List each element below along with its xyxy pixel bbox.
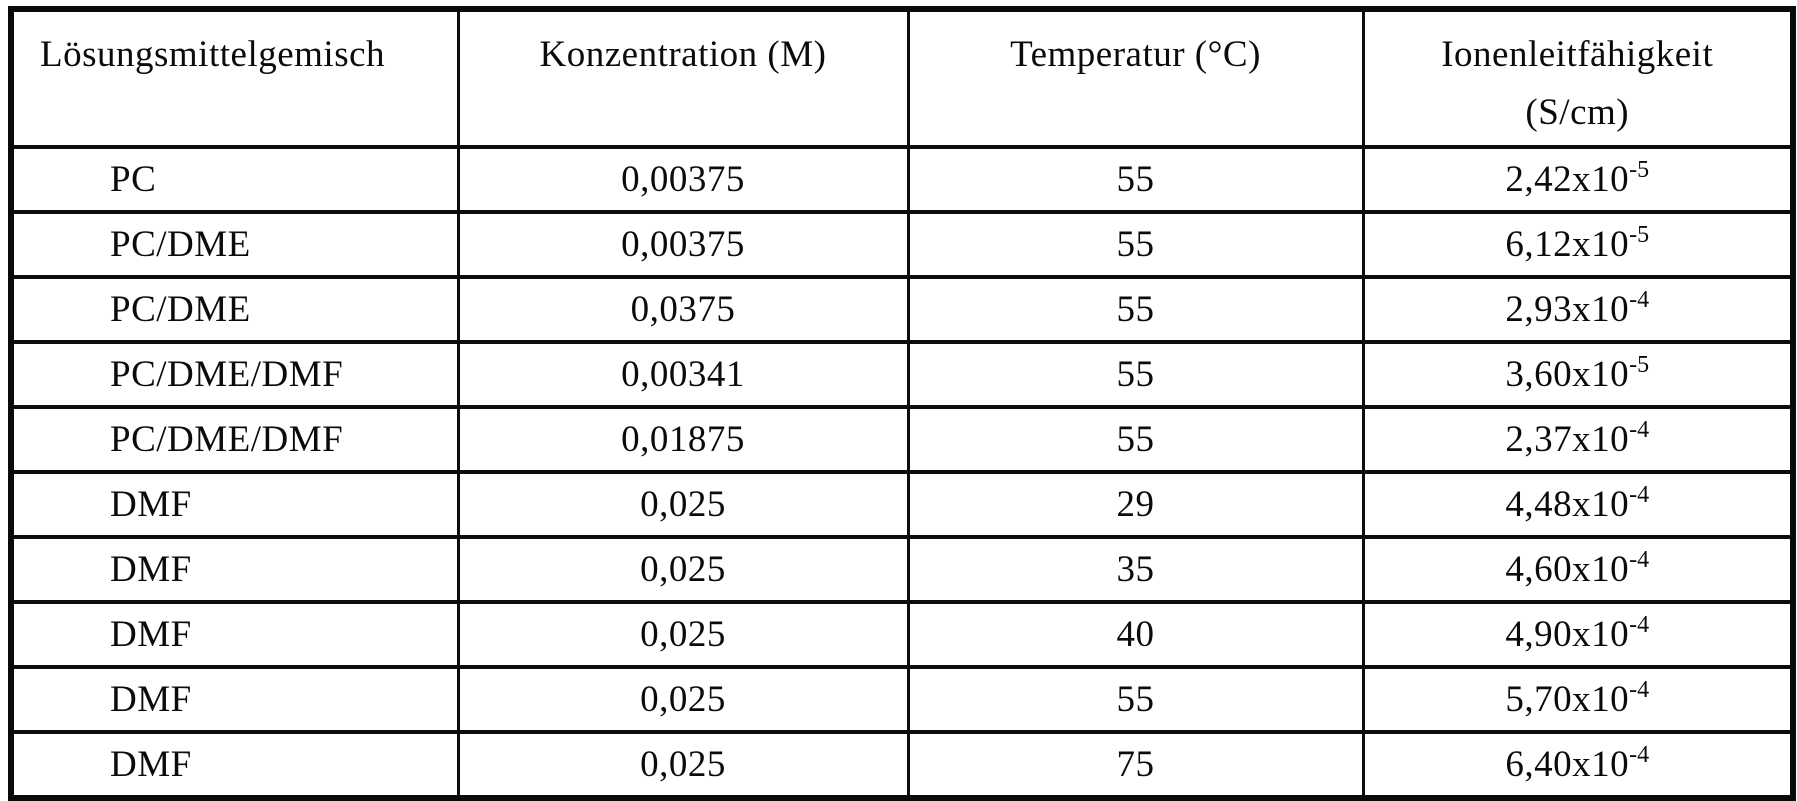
solvent-cell: DMF (9, 535, 460, 604)
concentration-cell: 0,0375 (456, 275, 910, 344)
temperature-cell: 40 (906, 600, 1365, 669)
temperature-cell: 35 (906, 535, 1365, 604)
conductivity-exponent: -4 (1629, 547, 1650, 573)
conductivity-mantissa: 5,70x10 (1505, 679, 1630, 720)
conductivity-cell: 6,12x10-5 (1361, 210, 1795, 279)
table-row: PC/DME 0,0375 55 2,93x10-4 (9, 275, 1795, 344)
measurement-table: Lösungsmittelgemisch Konzentration (M) T… (8, 6, 1796, 801)
conductivity-cell: 2,42x10-5 (1361, 145, 1795, 214)
conductivity-cell: 4,60x10-4 (1361, 535, 1795, 604)
concentration-cell: 0,01875 (456, 405, 910, 474)
conductivity-mantissa: 4,90x10 (1505, 614, 1630, 655)
conductivity-cell: 2,37x10-4 (1361, 405, 1795, 474)
conductivity-mantissa: 6,12x10 (1505, 224, 1630, 265)
conductivity-mantissa: 2,37x10 (1505, 419, 1630, 460)
header-ionic-conductivity-line1: Ionenleitfähigkeit (1441, 34, 1714, 75)
conductivity-exponent: -4 (1629, 417, 1650, 443)
conductivity-exponent: -5 (1629, 352, 1650, 378)
table-row: PC/DME/DMF 0,01875 55 2,37x10-4 (9, 405, 1795, 474)
table-row: PC 0,00375 55 2,42x10-5 (9, 145, 1795, 214)
conductivity-exponent: -5 (1629, 222, 1650, 248)
conductivity-cell: 4,48x10-4 (1361, 470, 1795, 539)
temperature-cell: 75 (906, 730, 1365, 800)
conductivity-exponent: -4 (1629, 287, 1650, 313)
temperature-cell: 29 (906, 470, 1365, 539)
concentration-cell: 0,00341 (456, 340, 910, 409)
temperature-cell: 55 (906, 210, 1365, 279)
concentration-cell: 0,025 (456, 730, 910, 800)
solvent-cell: PC/DME (9, 210, 460, 279)
conductivity-mantissa: 2,93x10 (1505, 289, 1630, 330)
scanned-document-page: Lösungsmittelgemisch Konzentration (M) T… (8, 6, 1796, 801)
solvent-cell: PC (9, 145, 460, 214)
concentration-cell: 0,025 (456, 665, 910, 734)
conductivity-exponent: -4 (1629, 612, 1650, 638)
table-row: DMF 0,025 75 6,40x10-4 (9, 730, 1795, 800)
conductivity-cell: 4,90x10-4 (1361, 600, 1795, 669)
table-row: PC/DME/DMF 0,00341 55 3,60x10-5 (9, 340, 1795, 409)
conductivity-exponent: -4 (1629, 677, 1650, 703)
concentration-cell: 0,025 (456, 535, 910, 604)
table-header-row: Lösungsmittelgemisch Konzentration (M) T… (9, 7, 1795, 149)
temperature-cell: 55 (906, 145, 1365, 214)
conductivity-exponent: -4 (1629, 482, 1650, 508)
conductivity-cell: 3,60x10-5 (1361, 340, 1795, 409)
conductivity-mantissa: 3,60x10 (1505, 354, 1630, 395)
solvent-cell: DMF (9, 665, 460, 734)
conductivity-exponent: -4 (1629, 742, 1650, 768)
table-row: DMF 0,025 40 4,90x10-4 (9, 600, 1795, 669)
temperature-cell: 55 (906, 340, 1365, 409)
concentration-cell: 0,025 (456, 470, 910, 539)
conductivity-mantissa: 4,60x10 (1505, 549, 1630, 590)
table-row: DMF 0,025 55 5,70x10-4 (9, 665, 1795, 734)
solvent-cell: DMF (9, 730, 460, 800)
header-solvent-mixture: Lösungsmittelgemisch (9, 7, 460, 149)
solvent-cell: PC/DME (9, 275, 460, 344)
header-ionic-conductivity: Ionenleitfähigkeit (S/cm) (1361, 7, 1795, 149)
header-ionic-conductivity-line2: (S/cm) (1525, 92, 1630, 133)
solvent-cell: DMF (9, 600, 460, 669)
conductivity-mantissa: 2,42x10 (1505, 159, 1630, 200)
conductivity-mantissa: 6,40x10 (1505, 744, 1630, 785)
conductivity-mantissa: 4,48x10 (1505, 484, 1630, 525)
table-row: DMF 0,025 35 4,60x10-4 (9, 535, 1795, 604)
conductivity-exponent: -5 (1629, 157, 1650, 183)
solvent-cell: PC/DME/DMF (9, 340, 460, 409)
table-row: DMF 0,025 29 4,48x10-4 (9, 470, 1795, 539)
conductivity-cell: 2,93x10-4 (1361, 275, 1795, 344)
solvent-cell: DMF (9, 470, 460, 539)
table-row: PC/DME 0,00375 55 6,12x10-5 (9, 210, 1795, 279)
temperature-cell: 55 (906, 665, 1365, 734)
conductivity-cell: 5,70x10-4 (1361, 665, 1795, 734)
temperature-cell: 55 (906, 275, 1365, 344)
temperature-cell: 55 (906, 405, 1365, 474)
conductivity-cell: 6,40x10-4 (1361, 730, 1795, 800)
solvent-cell: PC/DME/DMF (9, 405, 460, 474)
header-concentration: Konzentration (M) (456, 7, 910, 149)
concentration-cell: 0,00375 (456, 210, 910, 279)
concentration-cell: 0,025 (456, 600, 910, 669)
concentration-cell: 0,00375 (456, 145, 910, 214)
header-temperature: Temperatur (°C) (906, 7, 1365, 149)
